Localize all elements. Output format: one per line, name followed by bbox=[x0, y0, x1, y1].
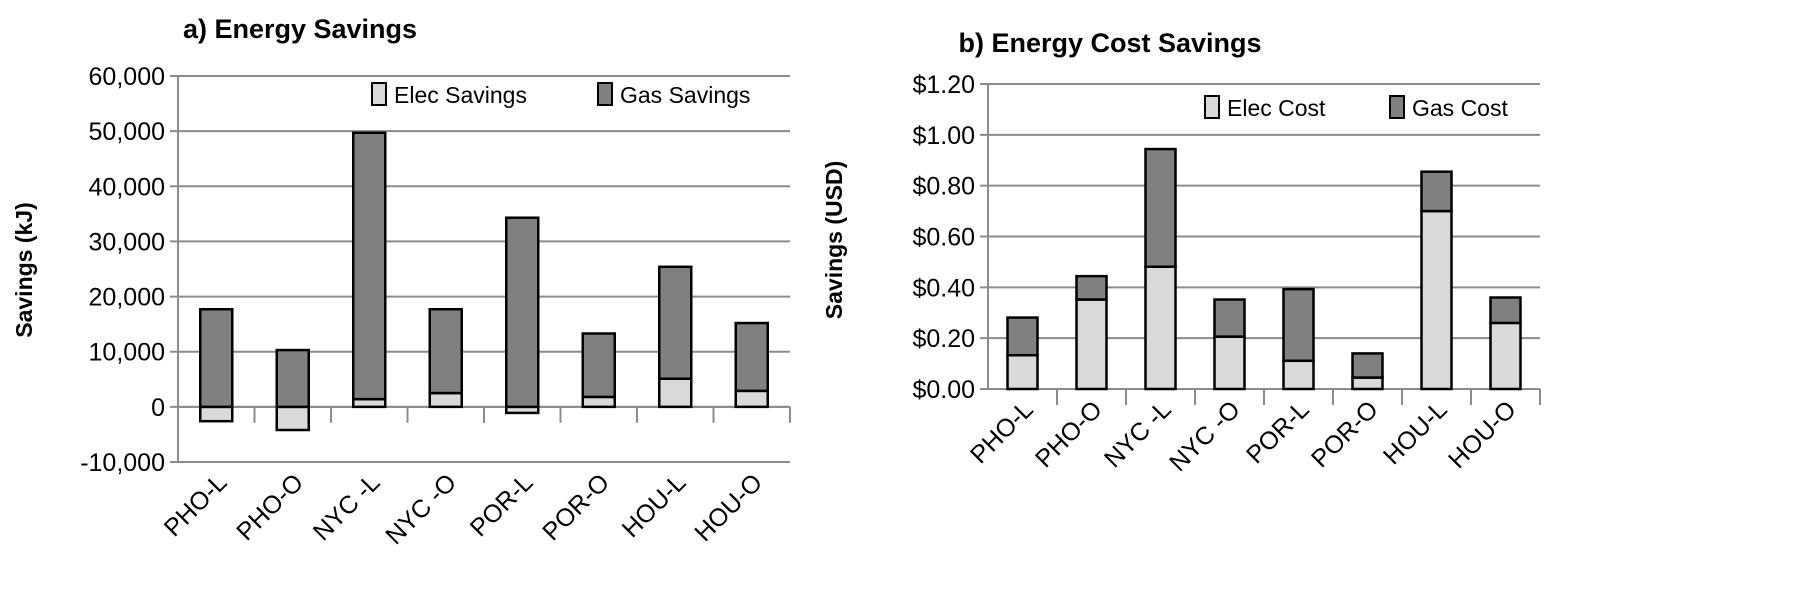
x-tick-label: NYC -O bbox=[380, 468, 462, 550]
bar-gas-cost bbox=[1351, 352, 1384, 379]
legend-label: Elec Cost bbox=[1227, 95, 1326, 121]
bar-elec-cost bbox=[1420, 209, 1453, 391]
chart-title: a) Energy Savings bbox=[183, 14, 417, 44]
bar-elec-savings bbox=[428, 391, 463, 409]
x-tick-label: POR-O bbox=[537, 468, 615, 546]
y-tick-label: $0.60 bbox=[912, 224, 975, 252]
y-tick-label: 40,000 bbox=[89, 173, 165, 201]
bar-gas-savings bbox=[199, 308, 234, 409]
x-tick-label: PHO-O bbox=[231, 468, 309, 546]
bar-elec-cost bbox=[1144, 265, 1177, 391]
bar-elec-cost bbox=[1213, 335, 1246, 391]
legend-label: Elec Savings bbox=[394, 82, 527, 108]
bar-elec-cost bbox=[1351, 376, 1384, 391]
bar-gas-cost bbox=[1144, 147, 1177, 268]
y-tick-label: $0.00 bbox=[912, 376, 975, 404]
x-tick-label: PHO-L bbox=[159, 468, 233, 542]
y-tick-label: $0.20 bbox=[912, 325, 975, 353]
bar-gas-cost bbox=[1213, 298, 1246, 338]
y-tick-label: 10,000 bbox=[89, 339, 165, 367]
y-axis-label: Savings (kJ) bbox=[11, 202, 37, 338]
y-tick-label: -10,000 bbox=[80, 449, 165, 477]
x-tick-label: PHO-L bbox=[965, 395, 1039, 469]
legend-swatch bbox=[371, 82, 387, 106]
y-tick-label: $0.40 bbox=[912, 274, 975, 302]
y-tick-label: 30,000 bbox=[89, 228, 165, 256]
bar-elec-savings bbox=[658, 377, 693, 409]
bar-elec-cost bbox=[1489, 321, 1522, 391]
x-tick-label: NYC -L bbox=[308, 468, 386, 546]
y-tick-label: 50,000 bbox=[89, 118, 165, 146]
y-tick-label: 0 bbox=[151, 394, 165, 422]
bar-elec-savings bbox=[581, 395, 616, 409]
bar-gas-savings bbox=[428, 308, 463, 395]
energy-cost-savings-chart: b) Energy Cost Savings Savings (USD) $0.… bbox=[821, 28, 1541, 477]
y-tick-label: 20,000 bbox=[89, 284, 165, 312]
bar-elec-cost bbox=[1282, 359, 1315, 391]
y-tick-label: $0.80 bbox=[912, 173, 975, 201]
bar-gas-savings bbox=[734, 321, 769, 393]
chart-title: b) Energy Cost Savings bbox=[958, 28, 1261, 58]
bar-gas-savings bbox=[275, 348, 310, 409]
bar-gas-cost bbox=[1006, 316, 1039, 357]
x-tick-label: HOU-L bbox=[1378, 395, 1453, 470]
y-axis-label: Savings (USD) bbox=[821, 161, 847, 319]
x-tick-label: POR-L bbox=[465, 468, 539, 542]
y-tick-label: $1.20 bbox=[912, 71, 975, 99]
bar-elec-cost bbox=[1006, 353, 1039, 391]
y-tick-label: 60,000 bbox=[89, 63, 165, 91]
legend-label: Gas Cost bbox=[1412, 95, 1508, 121]
x-tick-label: HOU-O bbox=[689, 468, 768, 547]
energy-savings-chart: a) Energy Savings Savings (kJ) -10,000 0 1… bbox=[11, 14, 791, 550]
legend-label: Gas Savings bbox=[620, 82, 750, 108]
x-tick-label: NYC -L bbox=[1099, 395, 1177, 473]
y-tick-label: $1.00 bbox=[912, 122, 975, 150]
bar-gas-savings bbox=[581, 332, 616, 399]
legend-swatch bbox=[1204, 95, 1220, 119]
bar-gas-cost bbox=[1420, 170, 1453, 213]
bar-gas-savings bbox=[352, 131, 387, 401]
x-tick-label: PHO-O bbox=[1030, 395, 1108, 473]
bar-elec-savings bbox=[275, 405, 310, 432]
x-tick-label: POR-L bbox=[1241, 395, 1315, 469]
bar-gas-savings bbox=[658, 265, 693, 380]
legend-swatch bbox=[597, 82, 613, 106]
x-tick-label: NYC -O bbox=[1164, 395, 1246, 477]
bar-gas-cost bbox=[1075, 274, 1108, 301]
bar-elec-cost bbox=[1075, 298, 1108, 391]
bar-elec-savings bbox=[199, 405, 234, 423]
bar-gas-savings bbox=[505, 216, 540, 409]
x-tick-label: HOU-L bbox=[617, 468, 692, 543]
legend-swatch bbox=[1389, 95, 1405, 119]
bar-elec-savings bbox=[734, 389, 769, 409]
x-tick-label: HOU-O bbox=[1443, 395, 1522, 474]
x-tick-label: POR-O bbox=[1306, 395, 1384, 473]
bar-gas-cost bbox=[1489, 296, 1522, 325]
bar-gas-cost bbox=[1282, 287, 1315, 363]
